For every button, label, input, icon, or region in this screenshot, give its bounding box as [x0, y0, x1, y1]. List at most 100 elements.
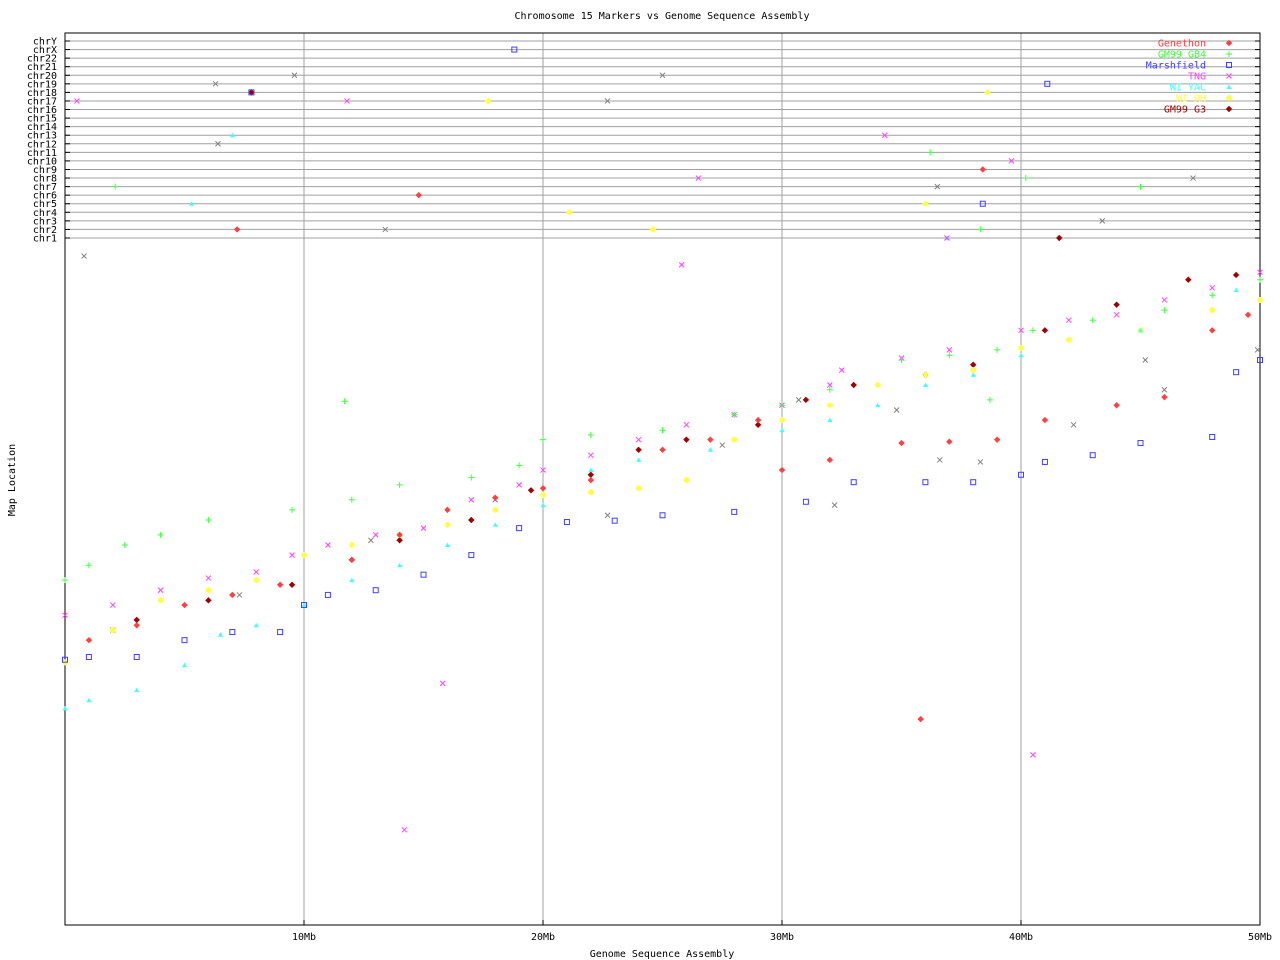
- data-point: [253, 577, 260, 584]
- chromosome-label: chr11: [27, 148, 57, 159]
- data-point: [217, 632, 223, 637]
- off-chromosome-point: [659, 72, 666, 79]
- data-point: [1041, 327, 1049, 334]
- data-point: [731, 411, 738, 418]
- data-point: [1244, 311, 1252, 319]
- off-chromosome-point: [604, 98, 611, 104]
- data-point: [826, 382, 833, 388]
- data-point: [1041, 416, 1049, 424]
- series-gm99-gb4: [62, 149, 1263, 584]
- legend-marker: [1226, 51, 1232, 57]
- data-point: [970, 479, 977, 486]
- chromosome-label: chr9: [33, 165, 57, 176]
- data-point: [826, 386, 833, 393]
- data-point: [893, 407, 900, 413]
- off-chromosome-point: [881, 132, 888, 139]
- legend-marker: [1226, 95, 1232, 101]
- data-point: [611, 517, 618, 524]
- data-point: [133, 622, 140, 629]
- off-chromosome-point: [1137, 183, 1144, 190]
- data-point: [348, 556, 356, 564]
- chromosome-label: chr19: [27, 79, 57, 90]
- data-point: [1142, 357, 1149, 363]
- off-chromosome-point: [922, 200, 929, 207]
- data-point: [348, 541, 355, 548]
- data-point: [588, 467, 594, 473]
- legend-marker: [1226, 62, 1232, 68]
- data-point: [1185, 276, 1192, 283]
- data-point: [1257, 269, 1263, 276]
- data-point: [850, 479, 857, 486]
- legend-marker: [1225, 39, 1233, 47]
- data-point: [62, 577, 68, 584]
- series-tng: [62, 98, 1263, 833]
- data-point: [397, 562, 403, 568]
- off-chromosome-point: [1056, 234, 1063, 242]
- data-point: [540, 492, 546, 499]
- chromosome-label: chrX: [33, 45, 57, 56]
- data-point: [81, 253, 87, 259]
- data-point: [1070, 421, 1077, 428]
- x-axis-ticks: 10Mb 20Mb 30Mb 40Mb 50Mb: [292, 920, 1272, 943]
- off-chromosome-point: [977, 226, 984, 233]
- chromosome-label: chr10: [27, 156, 57, 167]
- off-chromosome-point: [74, 98, 80, 104]
- data-point: [86, 697, 92, 703]
- legend-marker: [1226, 73, 1232, 79]
- data-point: [349, 577, 355, 583]
- data-point: [85, 636, 93, 644]
- data-point: [636, 457, 642, 462]
- data-point: [157, 531, 164, 538]
- data-point: [1018, 471, 1024, 478]
- off-chromosome-point: [112, 183, 119, 190]
- legend-label: GM99 G3: [1164, 105, 1206, 116]
- data-point: [1113, 402, 1120, 409]
- data-point: [850, 381, 857, 389]
- off-chromosome-point: [382, 226, 389, 233]
- data-point: [587, 476, 595, 484]
- data-point: [1254, 347, 1261, 353]
- data-point: [324, 591, 331, 598]
- chromosome-label: chr4: [33, 208, 57, 219]
- legend-label: WI RH: [1176, 94, 1206, 105]
- data-point: [731, 436, 738, 443]
- data-point: [468, 516, 475, 524]
- data-point: [754, 416, 762, 424]
- data-point: [1209, 307, 1216, 314]
- data-point: [444, 521, 451, 528]
- data-point: [802, 498, 809, 505]
- data-point: [970, 367, 977, 374]
- legend-label: Marshfield: [1146, 61, 1206, 72]
- data-point: [62, 656, 68, 663]
- data-point: [587, 489, 594, 496]
- data-point: [1113, 311, 1120, 318]
- data-point: [731, 508, 738, 515]
- data-point: [970, 372, 976, 377]
- data-point: [604, 512, 611, 519]
- data-point: [1041, 458, 1048, 465]
- off-chromosome-point: [415, 191, 422, 199]
- legend-label: GM99 GB4: [1158, 50, 1206, 61]
- data-point: [527, 487, 535, 494]
- chromosome-label: chr14: [27, 122, 57, 133]
- off-chromosome-point: [979, 200, 986, 207]
- data-point: [986, 396, 993, 403]
- data-point: [181, 601, 188, 609]
- data-point: [205, 575, 212, 581]
- data-point: [1065, 336, 1072, 343]
- data-point: [109, 627, 116, 634]
- data-point: [516, 462, 523, 469]
- y-axis-label: Map Location: [7, 444, 18, 516]
- data-point: [917, 715, 924, 723]
- off-chromosome-point: [984, 89, 991, 96]
- data-point: [396, 481, 403, 488]
- data-point: [1208, 327, 1216, 334]
- data-point: [85, 654, 92, 661]
- data-point: [62, 705, 68, 711]
- data-point: [540, 502, 546, 508]
- data-point: [289, 506, 296, 513]
- data-point: [1257, 276, 1263, 283]
- data-point: [1209, 433, 1216, 440]
- data-point: [253, 569, 260, 575]
